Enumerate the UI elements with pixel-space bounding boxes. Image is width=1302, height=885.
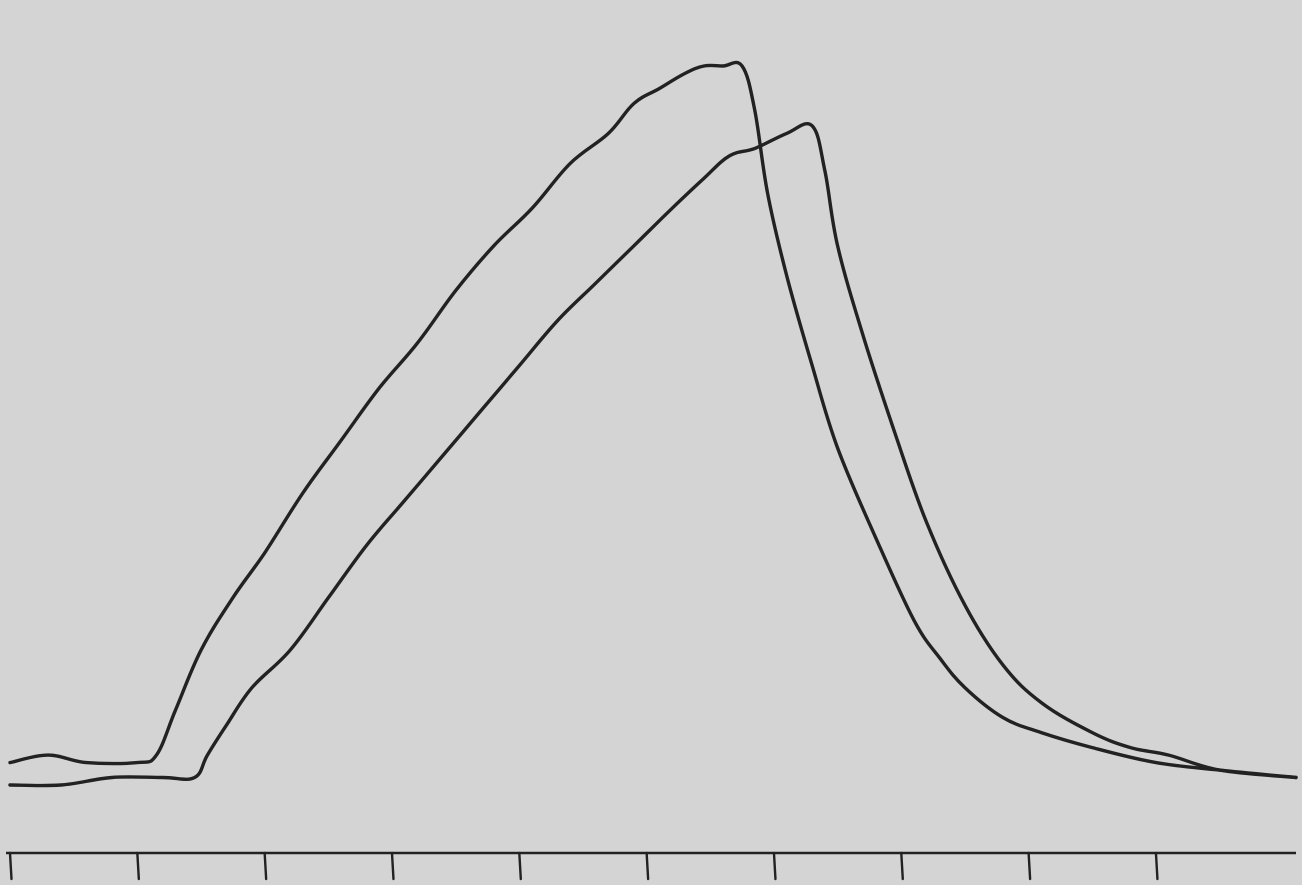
series-layer bbox=[8, 60, 1298, 788]
time-mark-2 bbox=[263, 851, 268, 881]
time-mark-4 bbox=[518, 851, 523, 881]
time-mark-7 bbox=[900, 851, 904, 881]
time-mark-6 bbox=[772, 851, 777, 881]
time-marks bbox=[8, 851, 1159, 881]
series-line-2 bbox=[8, 122, 1298, 788]
time-mark-8 bbox=[1027, 851, 1032, 881]
time-mark-5 bbox=[645, 851, 650, 881]
time-mark-3 bbox=[390, 851, 395, 881]
time-mark-9 bbox=[1154, 851, 1159, 881]
time-mark-1 bbox=[136, 851, 141, 881]
time-mark-0 bbox=[8, 851, 13, 881]
series-line-1 bbox=[8, 60, 1298, 780]
